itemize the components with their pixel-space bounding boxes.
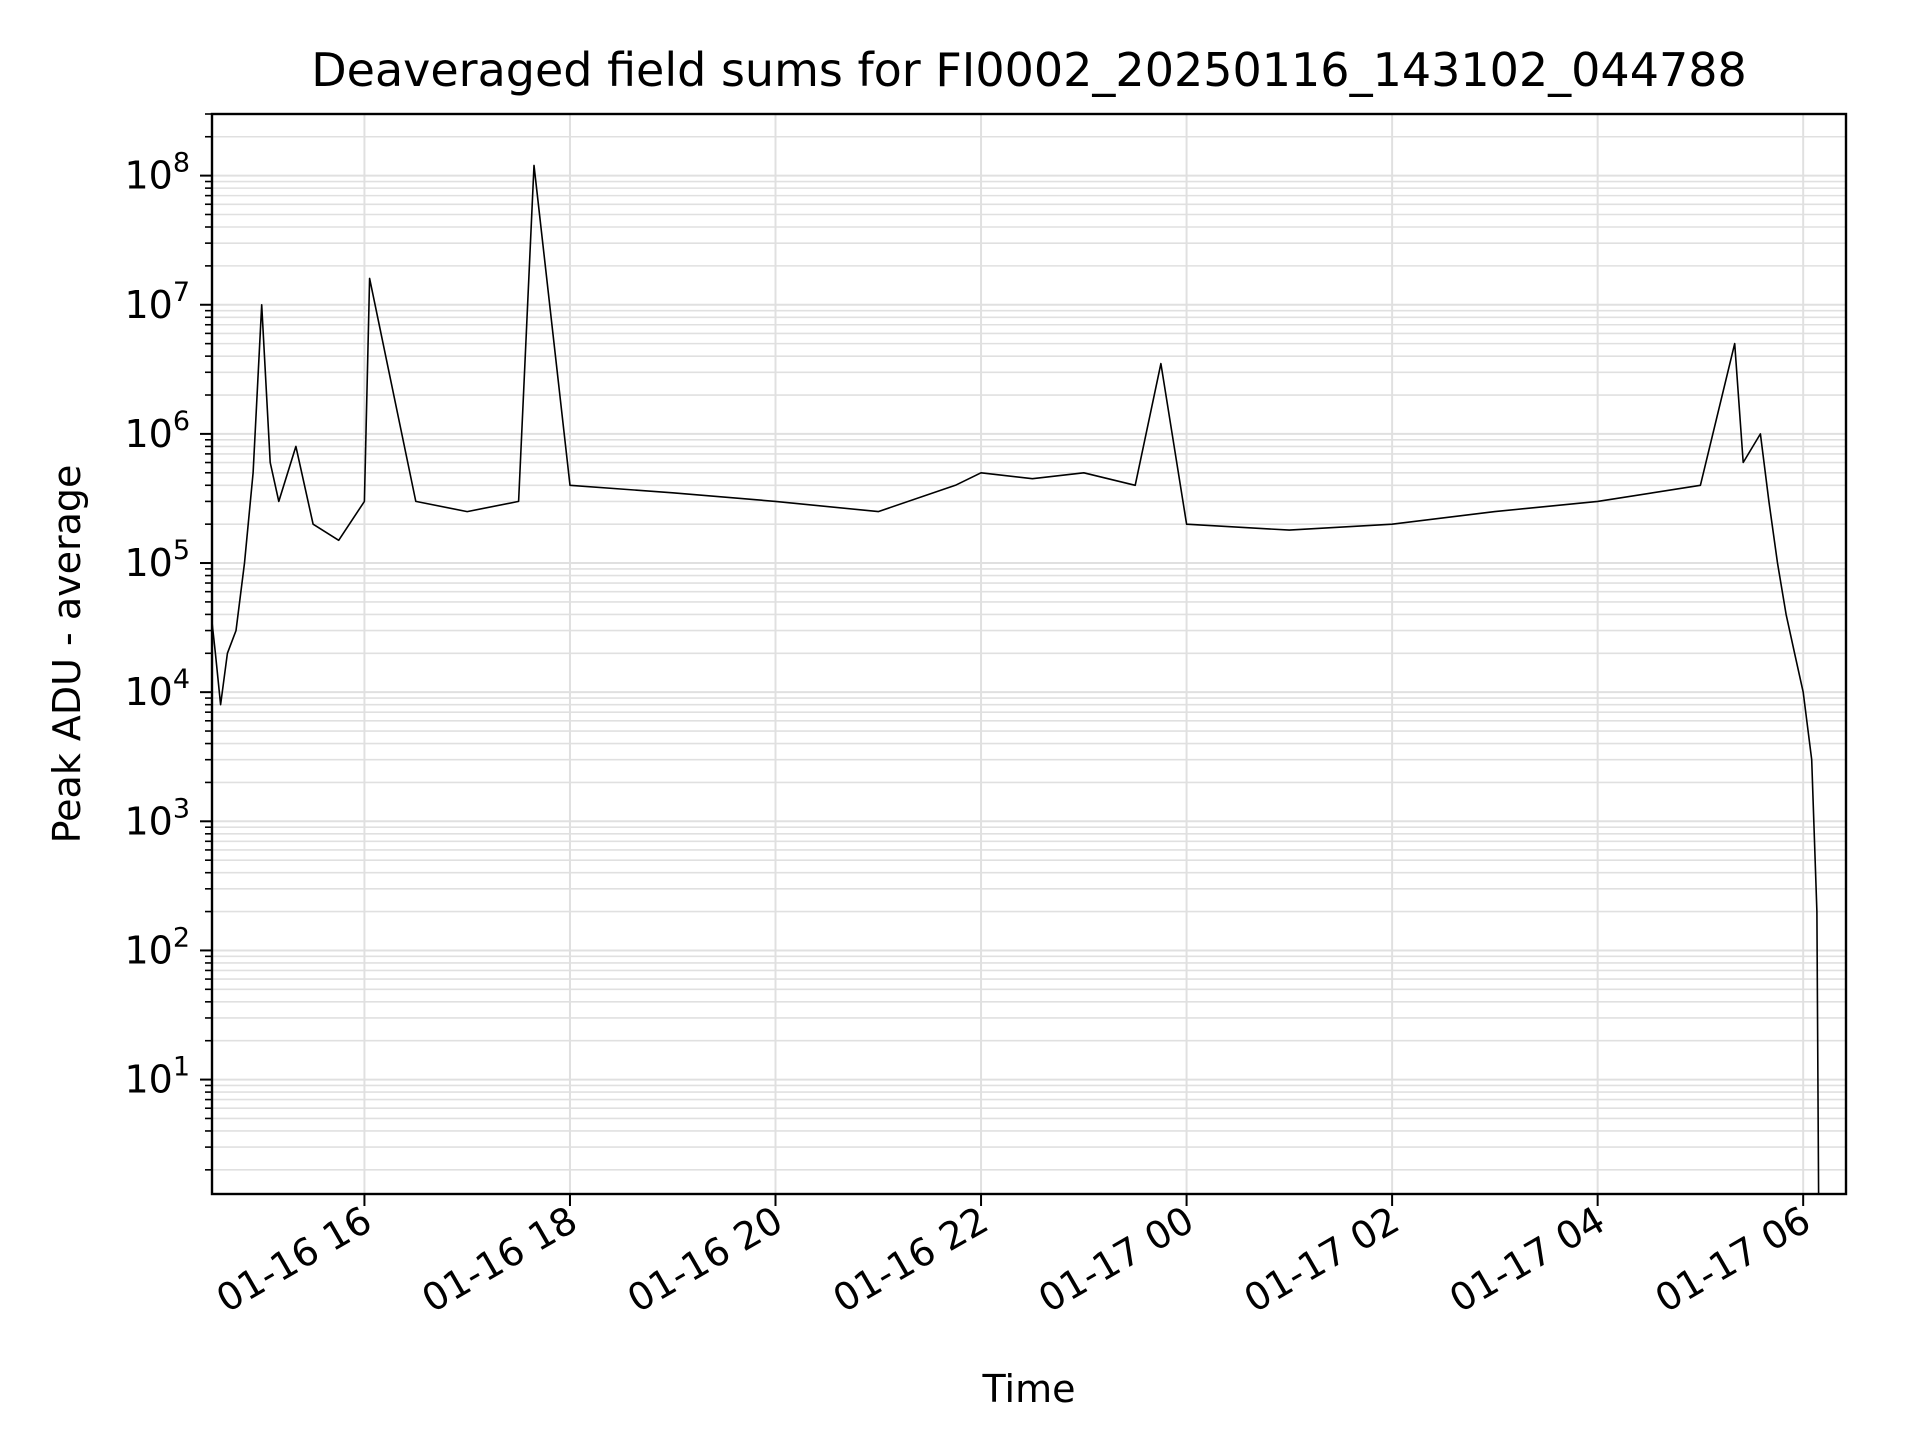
y-tick-label: 106: [124, 406, 190, 456]
y-tick-label: 107: [124, 277, 190, 327]
plot-area: [211, 164, 1820, 1195]
y-axis-label: Peak ADU - average: [45, 465, 89, 844]
y-tick-label: 103: [124, 793, 190, 843]
grid-major: [212, 114, 1846, 1194]
y-tick-label: 108: [124, 148, 190, 198]
y-tick-label: 104: [124, 664, 190, 714]
x-axis-label: Time: [982, 1367, 1076, 1411]
series-line: [211, 164, 1820, 1195]
chart-title: Deaveraged field sums for FI0002_2025011…: [311, 43, 1747, 97]
y-axis: 101 102 103 104 105 106 107 108: [124, 113, 212, 1171]
y-tick-label: 102: [124, 922, 190, 972]
y-tick-label: 105: [124, 535, 190, 585]
grid-minor: [212, 113, 1846, 1171]
y-tick-label: 101: [124, 1052, 190, 1102]
